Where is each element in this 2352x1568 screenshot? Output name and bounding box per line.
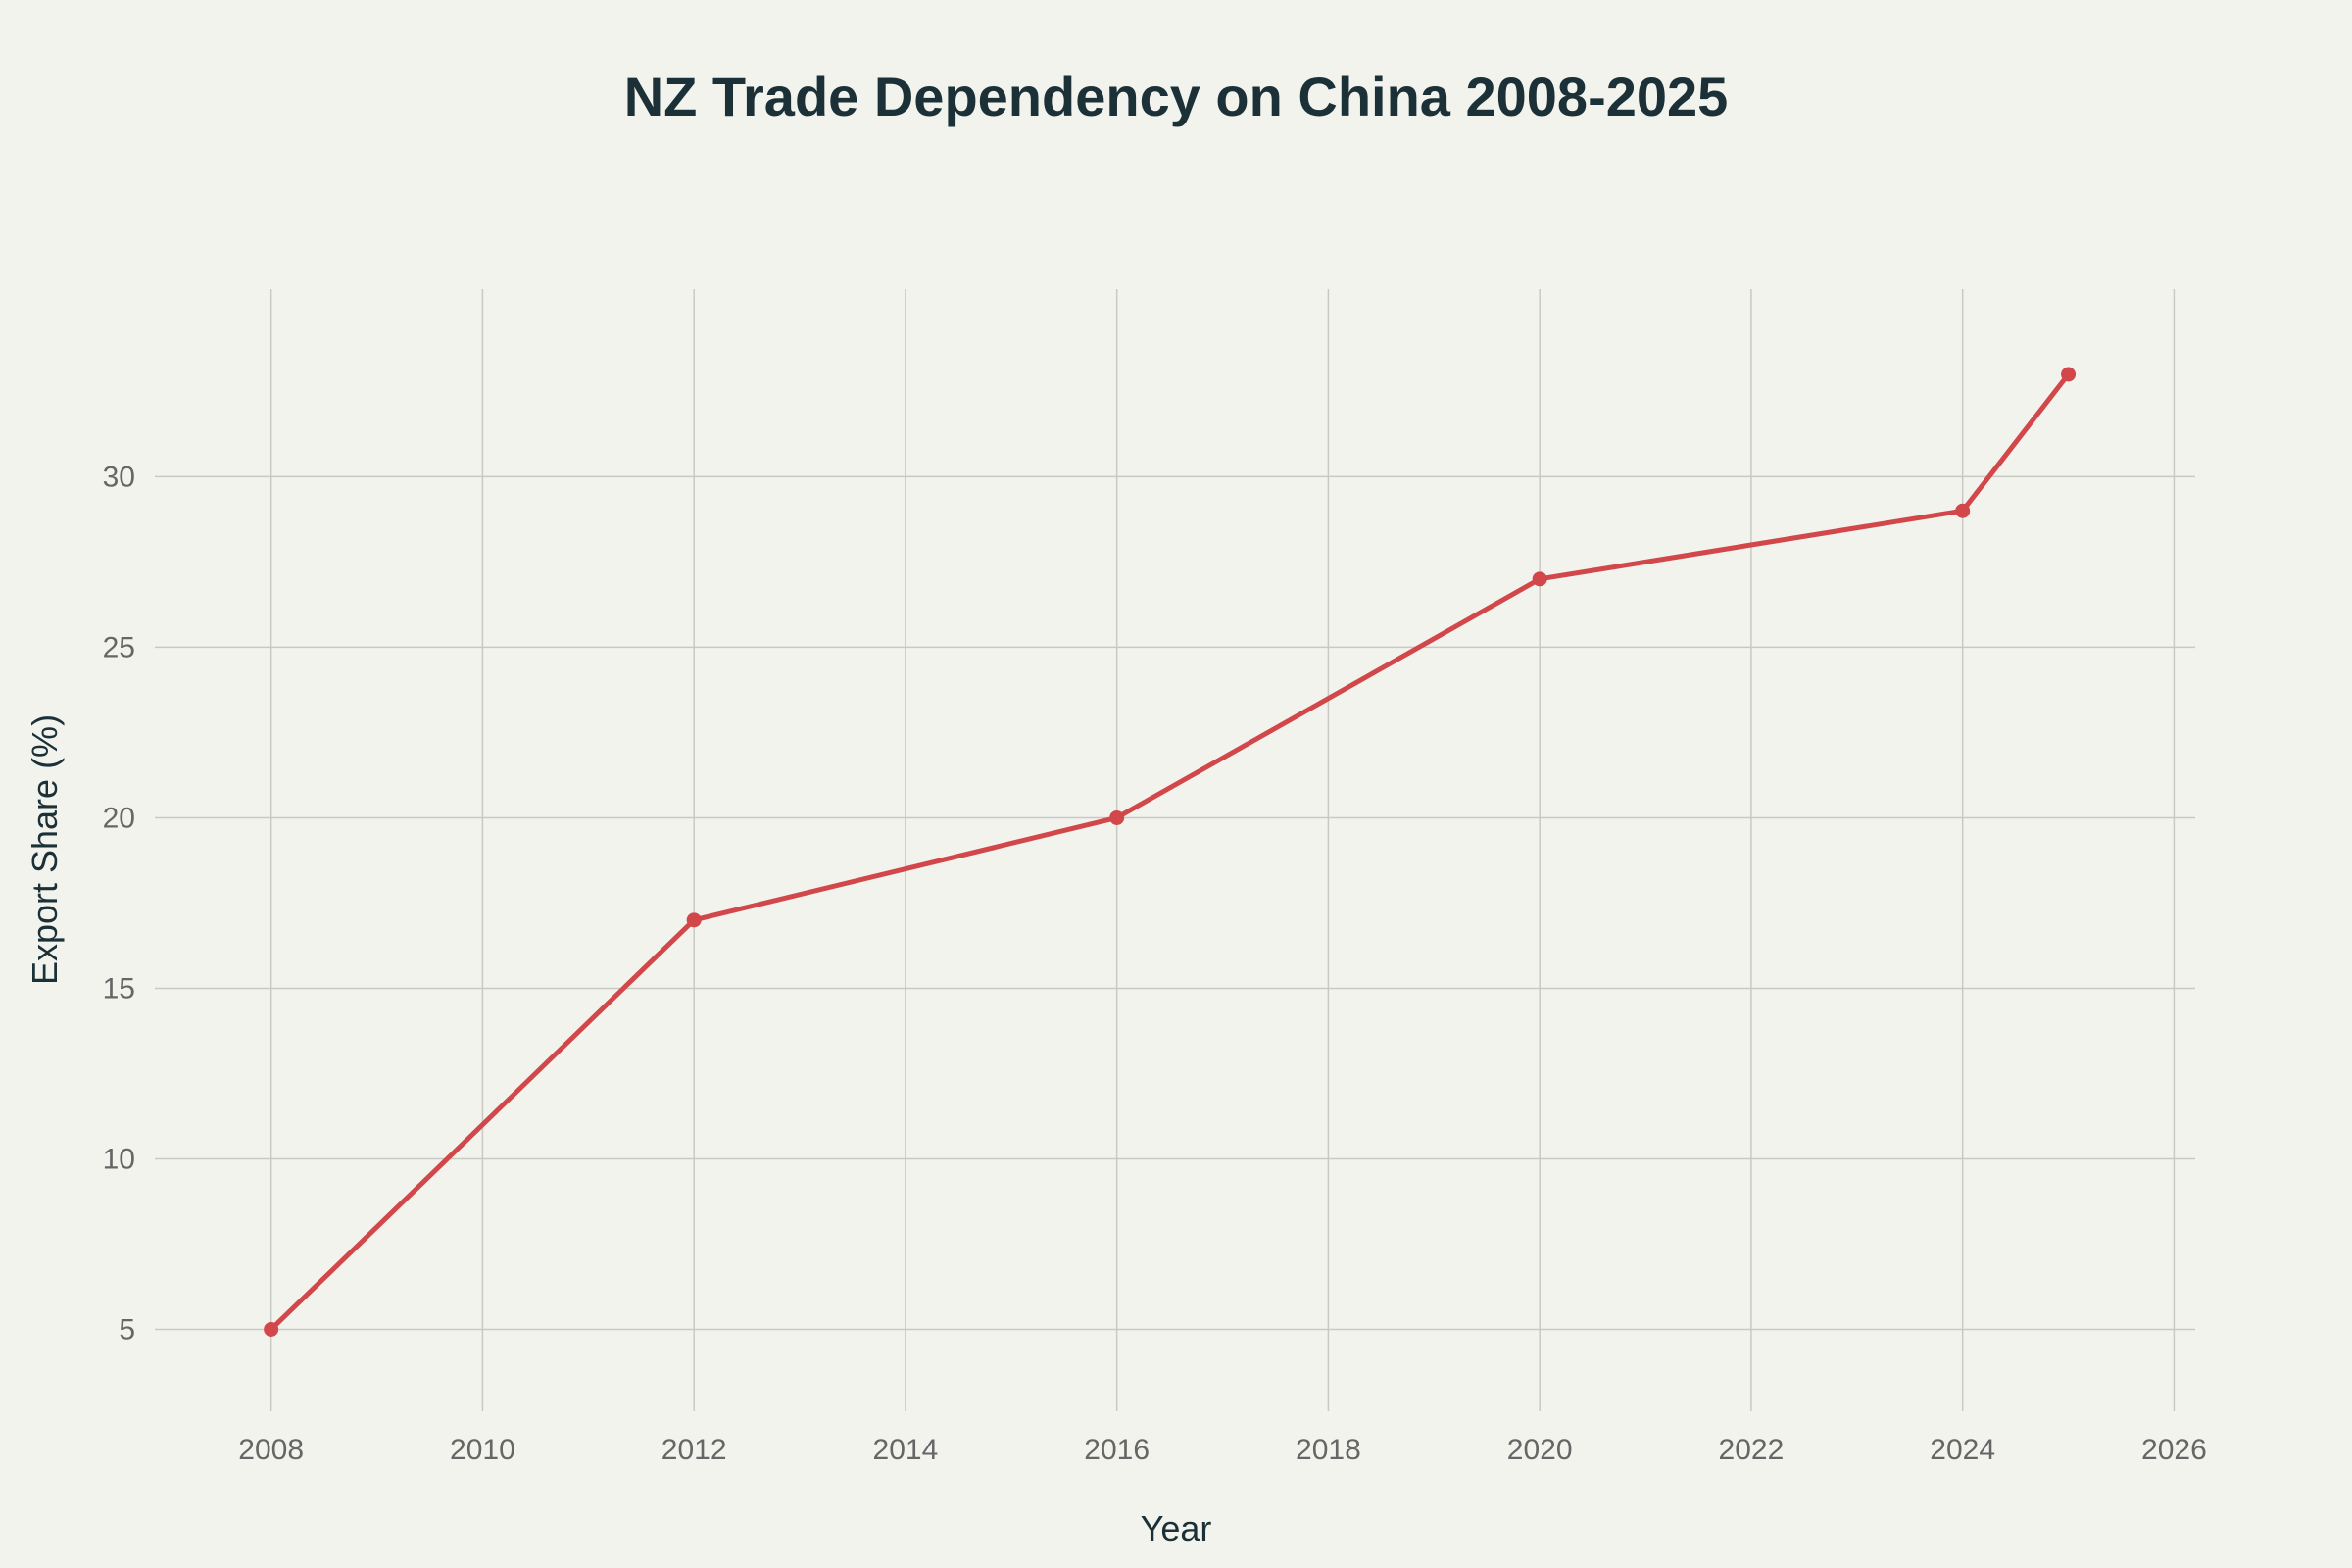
x-tick-label: 2026 <box>2141 1434 2207 1466</box>
data-point[interactable] <box>1955 503 1971 518</box>
x-tick-label: 2022 <box>1719 1434 1785 1466</box>
data-point[interactable] <box>2061 367 2077 382</box>
y-tick-label: 25 <box>103 631 135 663</box>
y-tick-label: 20 <box>103 802 135 834</box>
y-tick-label: 30 <box>103 461 135 493</box>
y-axis-ticks: 5 10 15 20 25 30 <box>103 461 135 1346</box>
data-point[interactable] <box>686 912 702 928</box>
series-line <box>269 371 2072 1332</box>
x-tick-label: 2012 <box>662 1434 727 1466</box>
series-layer <box>264 367 2077 1337</box>
x-tick-label: 2024 <box>1930 1434 1995 1466</box>
y-tick-label: 10 <box>103 1143 135 1175</box>
grid <box>155 289 2195 1411</box>
x-tick-label: 2010 <box>450 1434 515 1466</box>
x-tick-label: 2018 <box>1296 1434 1361 1466</box>
x-tick-label: 2016 <box>1084 1434 1150 1466</box>
data-point[interactable] <box>1532 571 1547 587</box>
y-axis-title: Export Share (%) <box>24 714 65 985</box>
x-axis-ticks: 2008 2010 2012 2014 2016 2018 2020 2022 2024 2026 <box>238 1434 2207 1466</box>
x-axis-title: Year <box>1141 1508 1212 1548</box>
x-tick-label: 2008 <box>238 1434 304 1466</box>
data-point[interactable] <box>1109 809 1125 825</box>
chart-title: NZ Trade Dependency on China 2008-2025 <box>624 66 1729 127</box>
data-point[interactable] <box>264 1321 279 1337</box>
x-tick-label: 2014 <box>873 1434 939 1466</box>
x-tick-label: 2020 <box>1507 1434 1573 1466</box>
y-tick-label: 5 <box>119 1313 135 1346</box>
y-tick-label: 15 <box>103 972 135 1004</box>
